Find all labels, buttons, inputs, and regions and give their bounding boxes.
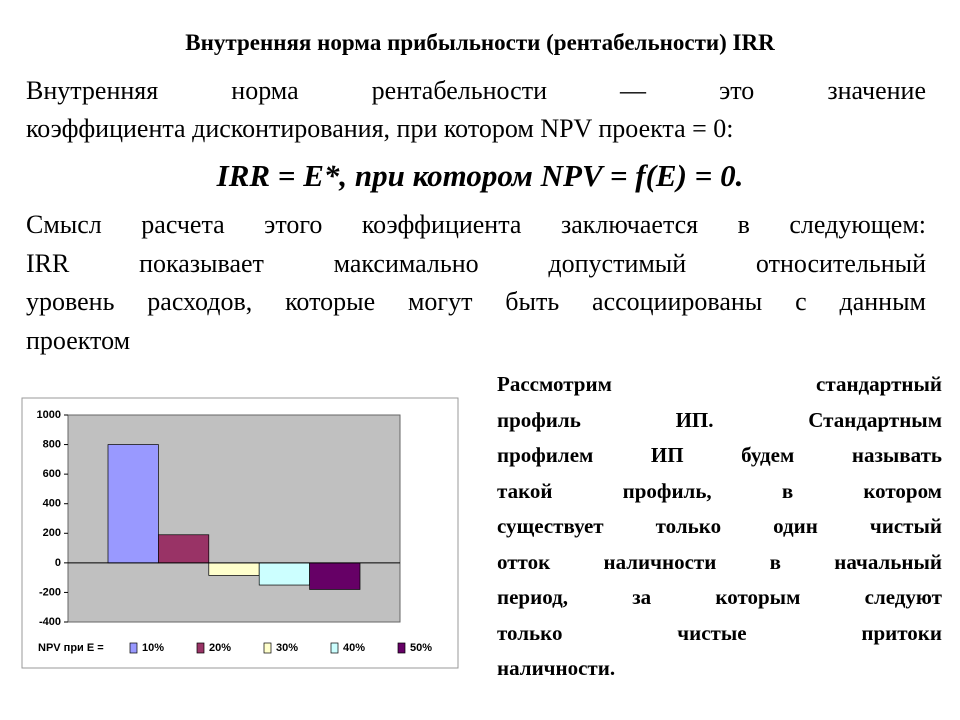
y-tick-label: -200	[39, 586, 61, 598]
y-tick-label: 800	[43, 438, 61, 450]
y-tick-label: 0	[55, 557, 61, 569]
text-line: Рассмотрим стандартный	[497, 372, 942, 396]
text-line: существует только один чистый	[497, 514, 942, 538]
legend-label: 10%	[142, 642, 164, 654]
legend-swatch	[196, 642, 205, 654]
y-tick-label: 1000	[37, 409, 61, 421]
legend-title: NPV при E =	[38, 642, 104, 654]
text-line: IRR показывает максимально допустимый от…	[26, 248, 926, 278]
text-line: отток наличности в начальный	[497, 549, 942, 574]
bar	[158, 534, 210, 564]
legend-swatch	[129, 642, 138, 654]
legend-swatch	[263, 642, 272, 654]
text-line: такой профиль, в котором	[497, 478, 942, 503]
bar	[107, 444, 159, 564]
text-line: наличности.	[497, 656, 616, 680]
formula: IRR = E*, при котором NPV = f(E) = 0.	[216, 158, 744, 193]
legend-swatch	[397, 642, 406, 654]
text-line: Внутренняя норма рентабельности — это зн…	[26, 76, 926, 105]
text-line: коэффициента дисконтирования, при которо…	[26, 114, 734, 143]
title: Внутренняя норма прибыльности (рентабель…	[185, 30, 775, 55]
text-line: Смысл расчета этого коэффициента заключа…	[26, 210, 926, 239]
legend-label: 20%	[209, 642, 231, 654]
y-tick-label: 400	[43, 498, 61, 510]
legend-label: 40%	[343, 642, 365, 654]
legend-label: 50%	[410, 642, 432, 654]
legend-swatch	[330, 642, 339, 654]
y-tick-label: -400	[39, 616, 61, 628]
text-line: только чистые притоки	[497, 620, 942, 645]
bar	[208, 562, 260, 576]
bar	[309, 562, 361, 590]
text-line: период, за которым следуют	[497, 585, 942, 609]
text-line: проектом	[26, 325, 131, 355]
y-tick-label: 200	[43, 527, 61, 539]
legend-label: 30%	[276, 642, 298, 654]
y-tick-label: 600	[43, 468, 61, 480]
text-line: уровень расходов, которые могут быть асс…	[26, 287, 926, 316]
text-line: профилем ИП будем называть	[497, 443, 942, 467]
bar	[258, 562, 310, 586]
text-line: профиль ИП. Стандартным	[497, 407, 942, 432]
